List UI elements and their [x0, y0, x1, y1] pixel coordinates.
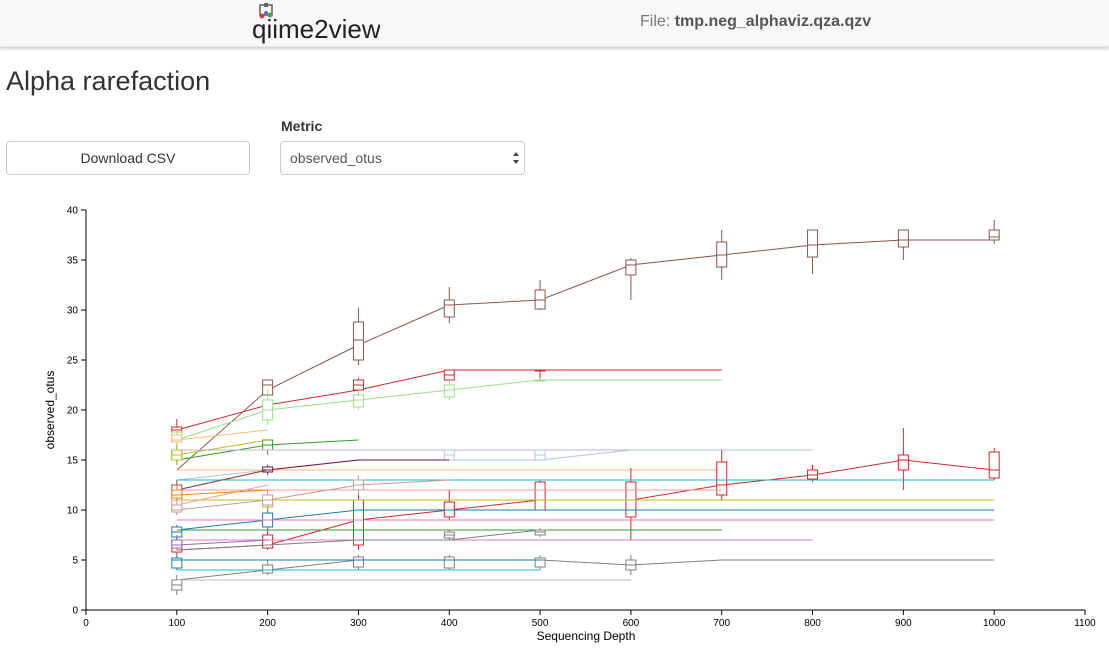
navbar: qiime2view File: tmp.neg_alphaviz.qza.qz… — [0, 0, 1109, 47]
y-tick-label-2: 10 — [67, 506, 79, 517]
x-tick-label-6: 600 — [623, 618, 640, 629]
metric-select[interactable]: observed_otus — [280, 141, 525, 175]
x-tick-label-10: 1000 — [983, 618, 1006, 629]
x-tick-label-3: 300 — [350, 618, 367, 629]
series-line-23 — [176, 484, 268, 506]
file-name: tmp.neg_alphaviz.qza.qzv — [674, 13, 872, 30]
y-tick-label-1: 5 — [72, 556, 78, 567]
box-9-9 — [988, 451, 1000, 479]
series-2 — [171, 378, 722, 445]
x-tick-label-7: 700 — [713, 618, 730, 629]
series-17 — [171, 555, 995, 595]
series-18 — [171, 555, 541, 570]
download-csv-button[interactable]: Download CSV — [6, 141, 250, 175]
x-tick-label-2: 200 — [259, 618, 276, 629]
series-3 — [171, 429, 268, 445]
box-25-0 — [171, 504, 183, 513]
box-2-2 — [352, 394, 364, 408]
box-9-1 — [262, 534, 274, 549]
box-2-3 — [443, 384, 455, 398]
series-9 — [171, 428, 1000, 555]
box-0-2 — [352, 321, 364, 361]
metric-select-value: observed_otus — [290, 150, 382, 166]
series-21 — [176, 528, 546, 551]
series-line-3 — [176, 429, 268, 441]
series-line-17 — [176, 559, 995, 581]
select-arrows-icon — [513, 152, 519, 164]
box-0-7 — [807, 229, 819, 258]
box-26-0 — [171, 539, 183, 549]
series-4 — [171, 439, 359, 465]
box-9-4 — [534, 481, 546, 511]
series-0 — [176, 220, 1000, 471]
qiime2-logo[interactable]: qiime2view — [250, 2, 380, 44]
series-line-9 — [176, 459, 995, 551]
logo-text: qiime2view — [252, 14, 380, 44]
box-3-0 — [171, 434, 183, 443]
box-17-3 — [443, 556, 455, 569]
box-0-8 — [897, 229, 909, 248]
y-tick-label-8: 40 — [67, 206, 79, 217]
axes-layer: 0 100 200 300 400 500 600 700 800 900 1000 1100 0 5 10… — [67, 206, 1096, 630]
metric-label: Metric — [281, 118, 323, 134]
file-prefix: File: — [640, 13, 671, 30]
series-27 — [171, 485, 268, 500]
box-0-3 — [443, 299, 455, 318]
x-tick-label-1: 100 — [168, 618, 185, 629]
y-tick-label-0: 0 — [72, 606, 78, 617]
series-line-27 — [176, 489, 268, 496]
box-9-8 — [897, 454, 909, 471]
y-axis-label: observed_otus — [43, 371, 57, 450]
box-9-2 — [352, 499, 364, 546]
box-17-2 — [352, 556, 364, 568]
y-tick-label-7: 35 — [67, 256, 79, 267]
y-tick-label-3: 15 — [67, 456, 79, 467]
x-tick-label-8: 800 — [804, 618, 821, 629]
series-26 — [171, 535, 268, 550]
series-line-12 — [176, 509, 995, 531]
series-line-21 — [176, 529, 541, 551]
y-tick-label-6: 30 — [67, 306, 79, 317]
series-line-0 — [176, 239, 995, 471]
x-axis-label: Sequencing Depth — [537, 629, 636, 643]
series-25 — [171, 475, 450, 515]
box-17-1 — [262, 564, 274, 574]
alpha-rarefaction-chart: 0 100 200 300 400 500 600 700 800 900 1000 1100 0 5 10… — [43, 206, 1096, 644]
series-line-26 — [176, 539, 268, 546]
box-17-4 — [534, 557, 546, 568]
series-12 — [171, 508, 995, 540]
page-title: Alpha rarefaction — [6, 66, 211, 96]
series-line-25 — [176, 479, 450, 511]
x-tick-label-0: 0 — [83, 618, 89, 629]
box-18-0 — [171, 557, 183, 569]
box-0-9 — [988, 229, 1000, 241]
series-24 — [171, 439, 268, 465]
series-line-22 — [176, 469, 268, 491]
x-tick-label-9: 900 — [895, 618, 912, 629]
series-layer — [171, 220, 1000, 595]
x-tick-label-5: 500 — [532, 618, 549, 629]
x-tick-label-11: 1100 — [1074, 618, 1096, 629]
y-tick-label-5: 25 — [67, 356, 79, 367]
box-9-6 — [716, 461, 728, 496]
series-10 — [171, 490, 995, 510]
file-label: File: tmp.neg_alphaviz.qza.qzv — [640, 13, 871, 31]
series-line-24 — [176, 439, 268, 456]
y-tick-label-4: 20 — [67, 406, 79, 417]
box-27-0 — [171, 489, 183, 499]
x-tick-label-4: 400 — [441, 618, 458, 629]
box-0-5 — [625, 259, 637, 276]
